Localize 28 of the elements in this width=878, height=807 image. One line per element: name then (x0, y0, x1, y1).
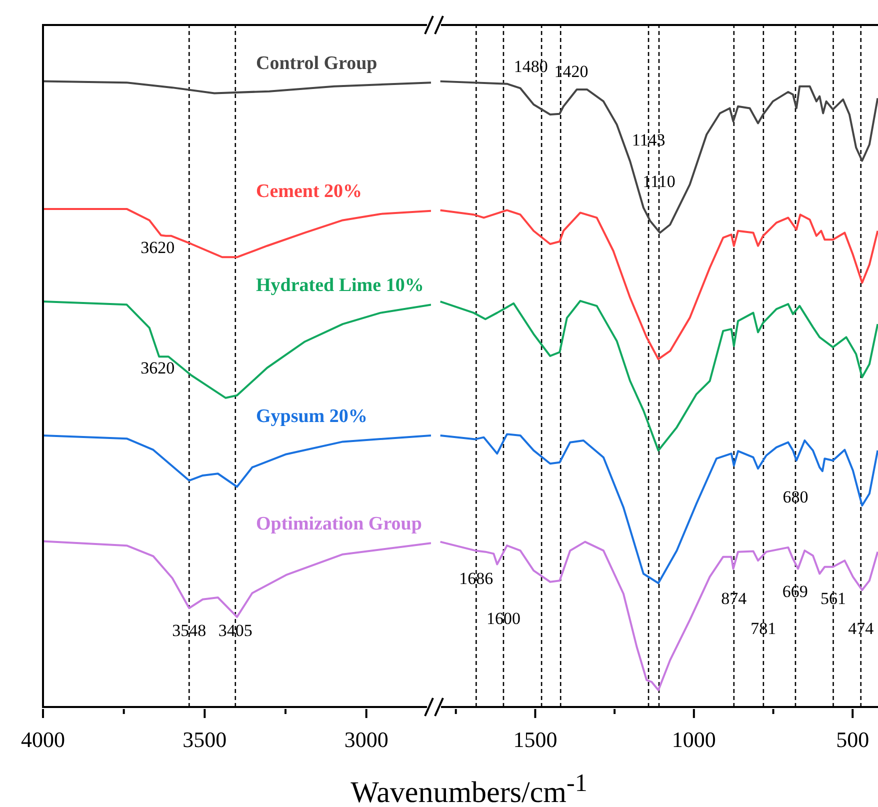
x-tick-label: 1500 (513, 727, 558, 752)
annotation: 874 (721, 588, 748, 608)
annotation: 1686 (459, 568, 494, 588)
x-axis-title: Wavenumbers/cm$^{-1}$ (350, 770, 588, 807)
annotation: 1110 (642, 172, 676, 192)
series-label: Hydrated Lime 10% (256, 275, 424, 296)
annotation: 781 (750, 618, 776, 638)
annotation: 1143 (632, 130, 666, 150)
annotation: 680 (782, 488, 808, 507)
series-label: Cement 20% (256, 181, 362, 202)
x-tick-label: 4000 (21, 727, 65, 752)
annotation: 1480 (514, 57, 548, 76)
annotation: 1600 (486, 608, 520, 628)
annotation: 1420 (554, 62, 588, 82)
x-tick-label: 500 (836, 727, 870, 752)
x-tick-label: 3000 (344, 727, 388, 752)
annotation: 669 (782, 582, 808, 601)
annotation: 3620 (140, 358, 175, 378)
x-tick-label: 1000 (672, 727, 716, 752)
series-label: Gypsum 20% (256, 406, 368, 427)
series-label: Optimization Group (256, 513, 422, 534)
annotation: 474 (848, 618, 874, 638)
series-label: Control Group (256, 52, 378, 74)
annotation: 3548 (172, 620, 206, 640)
annotation: 561 (820, 588, 846, 608)
x-tick-label: 3500 (182, 727, 227, 752)
annotation: 3405 (218, 620, 252, 640)
annotation: 3620 (140, 238, 175, 257)
